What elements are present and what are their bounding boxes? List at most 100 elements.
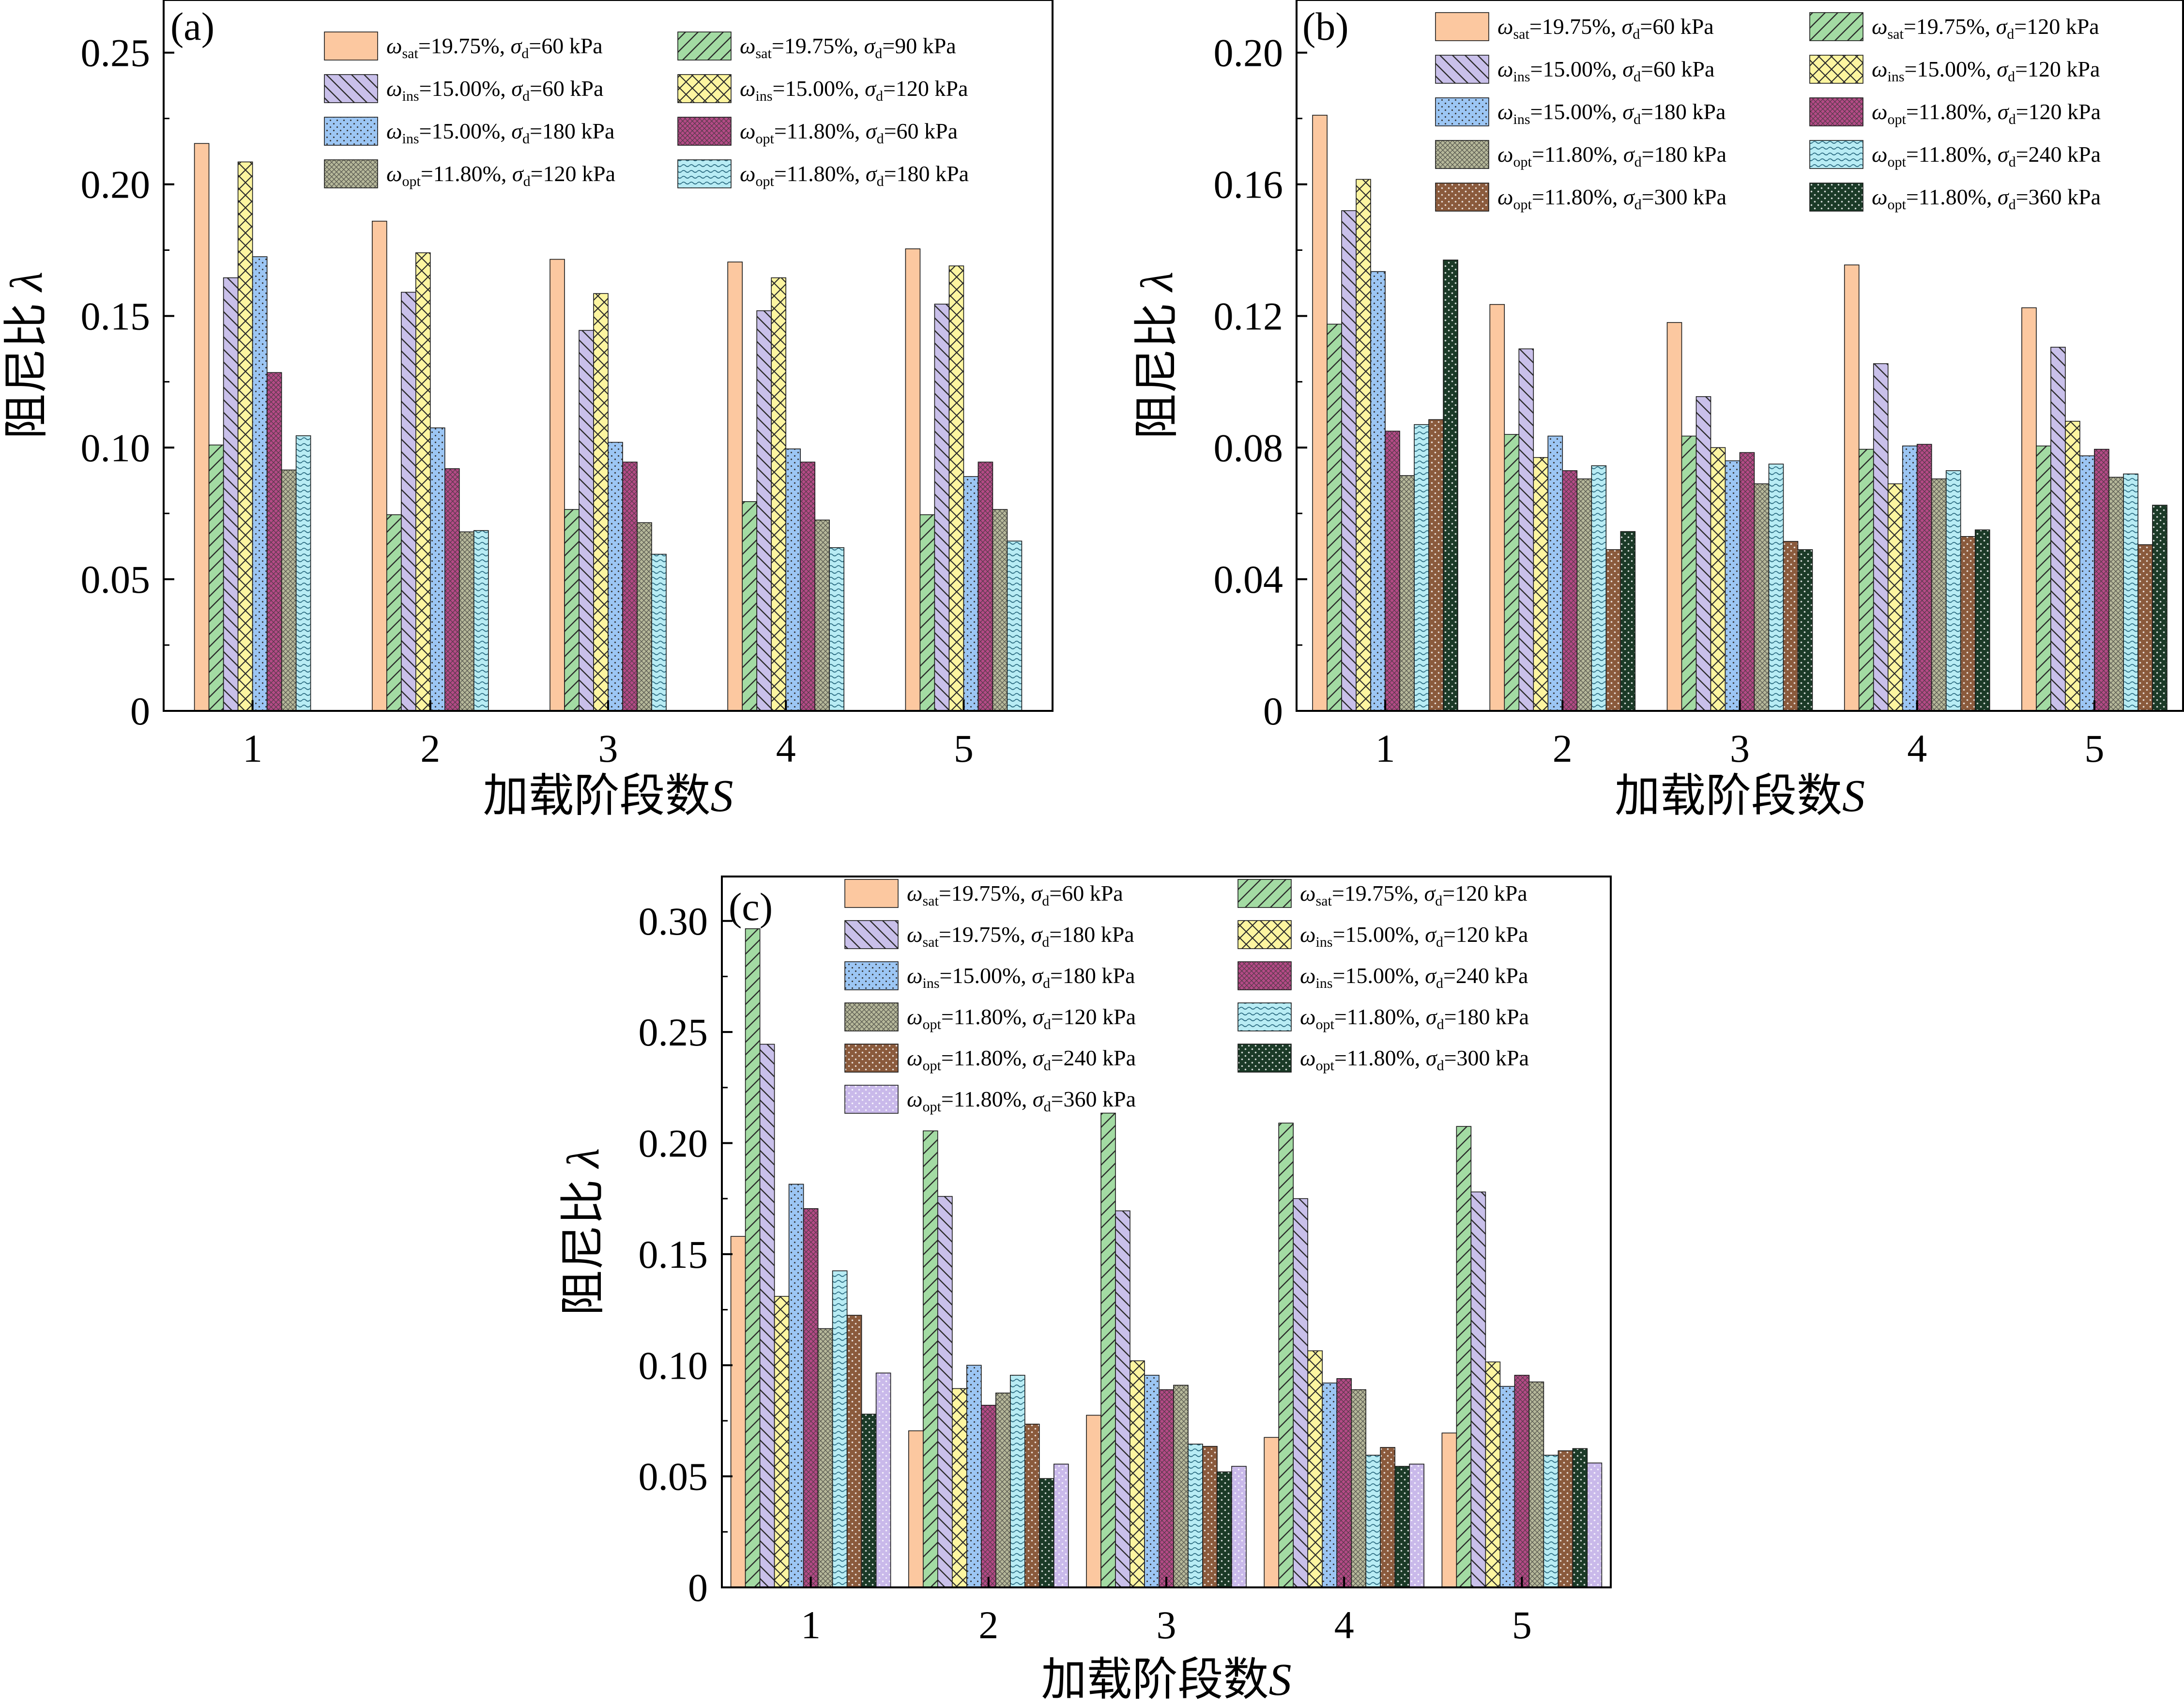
bar-s6-c3 <box>622 461 638 711</box>
chart-panel-2: 0 0.04 0.08 0.12 0.16 0.20 1 2 3 4 5 加载阶段数S 阻尼比 λ (b)… <box>1132 0 2184 821</box>
bar-s2-c2 <box>1504 434 1520 711</box>
legend-swatch <box>1809 97 1863 126</box>
bar-s5-c1 <box>788 1184 804 1588</box>
y-tick-label: 0.16 <box>1214 163 1283 207</box>
x-tick-label: 5 <box>1512 1603 1532 1647</box>
bar-s5-c2 <box>1547 435 1563 711</box>
legend-item: ωopt=11.80%, σd=60 kPa <box>677 117 958 147</box>
legend-swatch <box>324 31 378 61</box>
bar-s10-c4 <box>1974 529 1990 711</box>
bar-s7-c4 <box>814 520 830 711</box>
bar-s1-c2 <box>1489 304 1505 711</box>
legend-item: ωsat=19.75%, σd=60 kPa <box>844 879 1123 909</box>
legend-swatch <box>844 1002 899 1031</box>
x-tick-label: 3 <box>598 726 618 770</box>
legend-item: ωopt=11.80%, σd=120 kPa <box>324 159 615 189</box>
legend-item: ωins=15.00%, σd=120 kPa <box>677 74 968 104</box>
bar-s5-c5 <box>1499 1386 1515 1588</box>
legend-label: ωins=15.00%, σd=240 kPa <box>1300 963 1528 991</box>
bar-s7-c3 <box>637 522 652 711</box>
legend-swatch <box>1237 879 1292 908</box>
bar-s9-c3 <box>1202 1446 1218 1588</box>
y-tick-label: 0 <box>1263 689 1283 733</box>
bar-s3-c1 <box>223 277 239 711</box>
chart-panel-1: 0 0.05 0.10 0.15 0.20 0.25 1 2 3 4 5 加载阶段数S 阻尼比 λ (a)… <box>1 0 1054 821</box>
bar-s2-c4 <box>742 501 757 711</box>
bar-s8-c4 <box>829 547 844 711</box>
y-tick-label: 0 <box>688 1566 708 1610</box>
bar-s3-c4 <box>1873 363 1889 711</box>
legend-label: ωopt=11.80%, σd=180 kPa <box>1497 142 1726 170</box>
bar-s10-c3 <box>1797 549 1813 711</box>
legend-label: ωopt=11.80%, σd=240 kPa <box>907 1046 1136 1074</box>
legend-label: ωins=15.00%, σd=120 kPa <box>740 76 968 104</box>
bar-s6-c5 <box>977 461 993 711</box>
legend-label: ωsat=19.75%, σd=90 kPa <box>740 33 956 62</box>
bar-s8-c3 <box>1188 1444 1203 1588</box>
legend-swatch <box>1435 12 1489 41</box>
bar-s6-c4 <box>1916 444 1932 711</box>
bar-s4-c1 <box>774 1296 790 1588</box>
bar-s1-c1 <box>194 143 210 711</box>
bar-s8-c4 <box>1365 1455 1381 1588</box>
bar-s2-c4 <box>1858 448 1874 711</box>
y-tick-label: 0.05 <box>639 1455 708 1499</box>
legend-swatch <box>1435 55 1489 84</box>
y-tick-label: 0.25 <box>639 1010 708 1054</box>
legend-label: ωopt=11.80%, σd=300 kPa <box>1497 185 1726 213</box>
bar-s4-c4 <box>1307 1350 1323 1588</box>
legend-item: ωsat=19.75%, σd=180 kPa <box>844 920 1134 950</box>
bar-s3-c5 <box>2050 347 2066 711</box>
bar-s7-c2 <box>1576 478 1592 711</box>
legend-label: ωins=15.00%, σd=120 kPa <box>1872 57 2100 85</box>
bar-s5-c4 <box>785 448 801 711</box>
legend-item: ωsat=19.75%, σd=60 kPa <box>324 31 603 62</box>
bar-s7-c5 <box>1528 1381 1544 1588</box>
y-axis-title: 阻尼比 λ <box>1 272 52 439</box>
legend-item: ωopt=11.80%, σd=180 kPa <box>677 159 969 189</box>
bar-s8-c4 <box>1945 470 1961 711</box>
bar-s3-c2 <box>1518 348 1534 711</box>
bar-s2-c1 <box>1327 323 1342 711</box>
legend-item: ωins=15.00%, σd=60 kPa <box>324 74 603 104</box>
x-tick-label: 3 <box>1157 1603 1176 1647</box>
legend-item: ωins=15.00%, σd=180 kPa <box>1435 97 1726 127</box>
bar-s9-c1 <box>1428 419 1444 711</box>
bar-s11-c4 <box>1409 1463 1424 1588</box>
legend-swatch <box>324 117 378 146</box>
panel-label: (c) <box>729 885 773 929</box>
bar-s9-c4 <box>1960 536 1976 711</box>
legend-label: ωins=15.00%, σd=60 kPa <box>386 76 603 104</box>
bar-s10-c1 <box>1443 260 1458 711</box>
legend-item: ωopt=11.80%, σd=180 kPa <box>1435 140 1726 170</box>
y-tick-label: 0.12 <box>1214 294 1283 338</box>
bar-s1-c1 <box>730 1236 746 1588</box>
legend-item: ωins=15.00%, σd=180 kPa <box>324 117 614 147</box>
bar-s4-c2 <box>952 1388 967 1588</box>
bar-s6-c4 <box>800 461 815 711</box>
bar-s10-c5 <box>2152 505 2168 711</box>
legend-label: ωsat=19.75%, σd=120 kPa <box>1300 881 1527 909</box>
bar-s1-c4 <box>1844 264 1860 711</box>
legend-swatch <box>324 159 378 188</box>
legend: ωsat=19.75%, σd=60 kPa ωsat=19.75%, σd=18… <box>844 879 1529 1115</box>
bar-s7-c4 <box>1931 478 1947 711</box>
legend-item: ωopt=11.80%, σd=300 kPa <box>1237 1044 1529 1074</box>
bar-s3-c4 <box>1293 1198 1308 1588</box>
legend-swatch <box>677 117 732 146</box>
bar-s1-c1 <box>1312 115 1328 711</box>
bar-s7-c3 <box>1754 483 1770 711</box>
legend-label: ωins=15.00%, σd=120 kPa <box>1300 922 1528 950</box>
bar-s8-c3 <box>1768 463 1784 711</box>
bar-s2-c5 <box>1456 1126 1472 1588</box>
bar-s4-c1 <box>1356 179 1371 711</box>
legend-item: ωopt=11.80%, σd=240 kPa <box>1809 140 2101 170</box>
legend-label: ωsat=19.75%, σd=120 kPa <box>1872 14 2099 42</box>
bar-s6-c1 <box>266 372 282 711</box>
legend-item: ωopt=11.80%, σd=300 kPa <box>1435 183 1726 213</box>
bar-s7-c5 <box>992 509 1008 711</box>
bar-s7-c2 <box>458 531 474 711</box>
legend-item: ωopt=11.80%, σd=120 kPa <box>844 1002 1136 1032</box>
bar-s9-c5 <box>2138 544 2153 711</box>
